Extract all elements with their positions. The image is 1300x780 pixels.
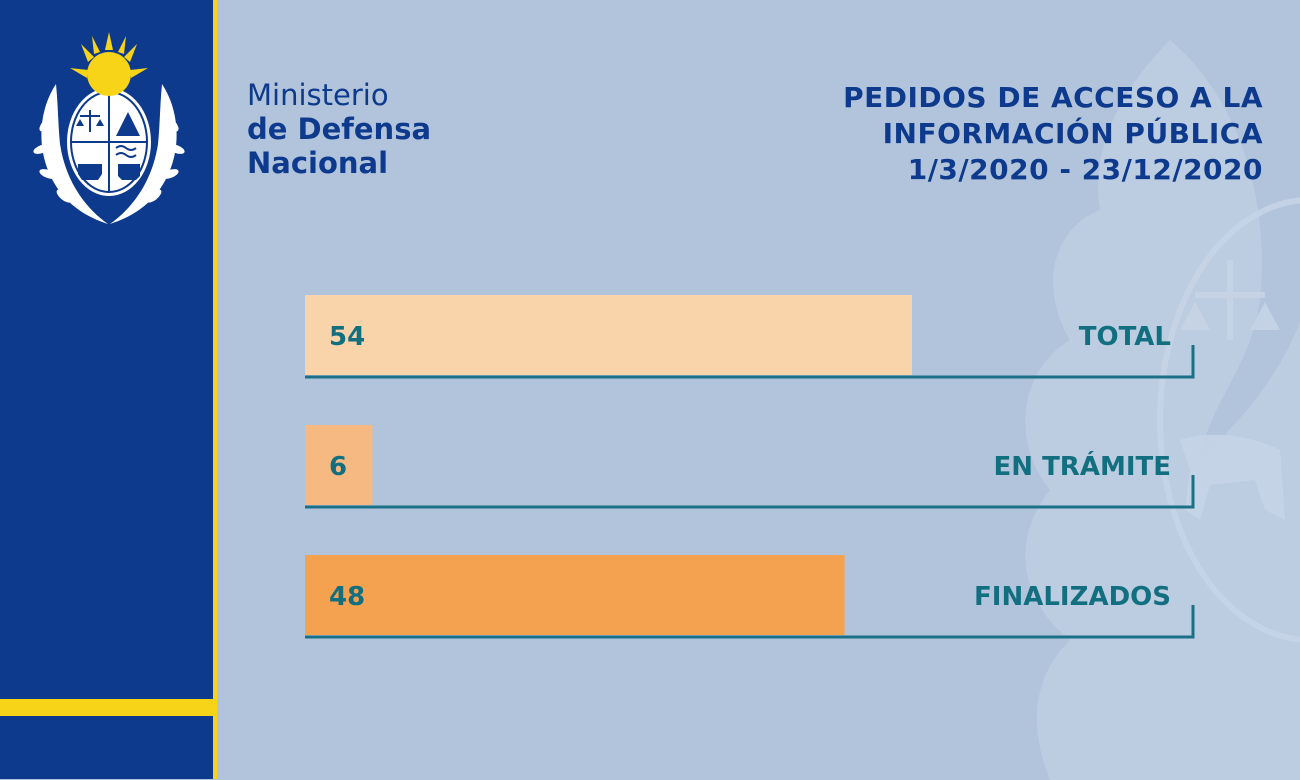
title-line-1: PEDIDOS DE ACCESO A LA: [843, 81, 1263, 114]
sidebar: [0, 0, 217, 779]
bar: [305, 425, 373, 505]
value-label: 48: [329, 582, 365, 612]
ministry-line-1: Ministerio: [247, 78, 389, 112]
title-line-2: INFORMACIÓN PÚBLICA: [882, 117, 1263, 150]
sidebar-yellow-vertical-stripe: [213, 0, 217, 779]
coat-of-arms-icon: [33, 32, 185, 224]
bar: [305, 555, 845, 635]
title-line-3: 1/3/2020 - 23/12/2020: [907, 153, 1263, 186]
value-label: 54: [329, 322, 365, 352]
ministry-line-3: Nacional: [247, 146, 389, 180]
sidebar-yellow-horizontal-stripe: [0, 699, 217, 716]
ministry-line-2: de Defensa: [247, 112, 432, 146]
chart-title: PEDIDOS DE ACCESO A LA INFORMACIÓN PÚBLI…: [843, 80, 1263, 188]
category-label: EN TRÁMITE: [994, 450, 1172, 482]
category-label: FINALIZADOS: [974, 582, 1171, 612]
ministry-logo-text: Ministerio de Defensa Nacional: [247, 78, 431, 180]
bar: [305, 295, 912, 375]
value-label: 6: [329, 452, 347, 482]
coat-of-arms-watermark-icon: [1025, 40, 1300, 780]
category-label: TOTAL: [1079, 322, 1171, 352]
